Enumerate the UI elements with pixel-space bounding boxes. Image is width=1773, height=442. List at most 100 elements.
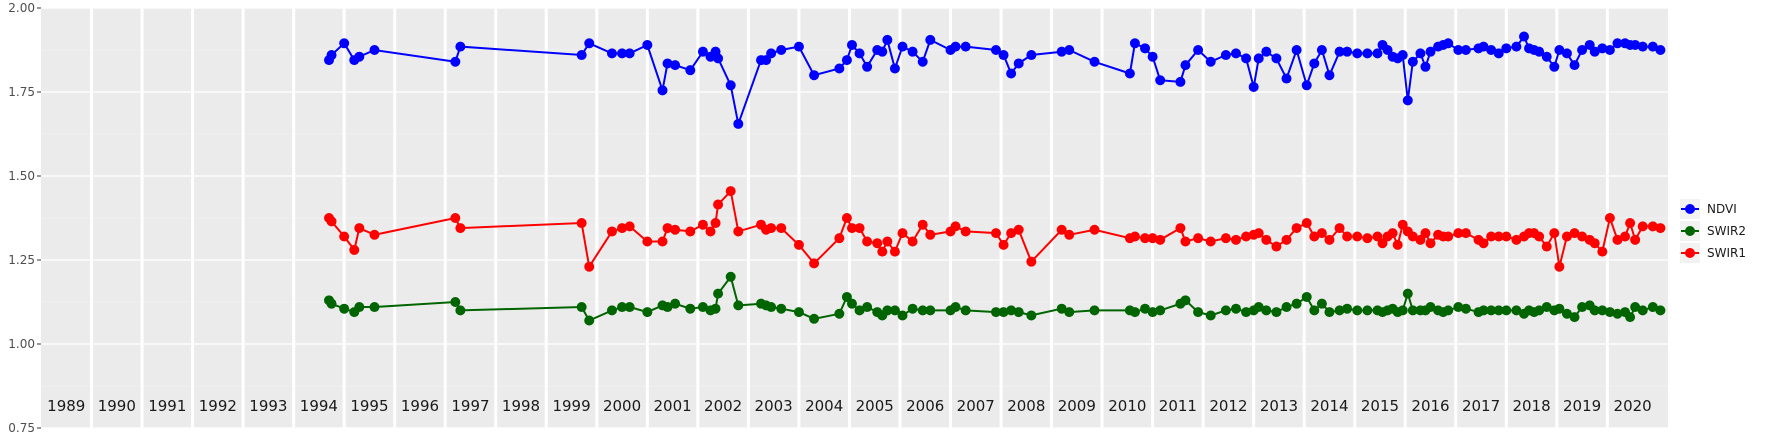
data-point xyxy=(1241,231,1252,242)
data-point xyxy=(1443,231,1454,242)
data-point xyxy=(576,50,587,61)
data-point xyxy=(793,307,804,318)
data-point xyxy=(1612,308,1623,319)
legend-label: SWIR2 xyxy=(1707,224,1746,238)
legend-item-swir2: SWIR2 xyxy=(1680,221,1746,241)
data-point xyxy=(1261,234,1272,245)
data-point xyxy=(872,238,883,249)
data-point xyxy=(950,41,961,52)
data-point xyxy=(776,223,787,234)
data-point xyxy=(1140,233,1151,244)
data-point xyxy=(925,305,936,316)
data-point xyxy=(685,303,696,314)
data-point xyxy=(685,65,696,76)
data-point xyxy=(1334,46,1345,57)
data-point xyxy=(1147,51,1158,62)
data-point xyxy=(1569,312,1580,323)
data-point xyxy=(1291,223,1302,234)
data-point xyxy=(584,315,595,326)
data-point xyxy=(793,41,804,52)
data-point xyxy=(1316,298,1327,309)
data-point xyxy=(725,80,736,91)
data-point xyxy=(1026,310,1037,321)
data-point xyxy=(1253,302,1264,313)
data-point xyxy=(1534,46,1545,57)
data-point xyxy=(1220,305,1231,316)
data-point xyxy=(1589,238,1600,249)
data-point xyxy=(809,70,820,81)
data-point xyxy=(1155,75,1166,86)
data-point xyxy=(455,223,466,234)
data-point xyxy=(1324,234,1335,245)
data-point xyxy=(1561,308,1572,319)
data-point xyxy=(1140,43,1151,54)
data-point xyxy=(1205,236,1216,247)
data-point xyxy=(834,308,845,319)
data-point xyxy=(1478,41,1489,52)
data-point xyxy=(925,229,936,240)
year-label: 1995 xyxy=(350,397,388,415)
data-point xyxy=(766,48,777,59)
data-point xyxy=(1129,231,1140,242)
data-point xyxy=(725,186,736,197)
data-point xyxy=(713,288,724,299)
data-point xyxy=(1006,68,1017,79)
year-labels: 1989 1990 1991 1992 1993 1994 1995 1996 1997 1998… xyxy=(47,397,1652,415)
data-point xyxy=(1352,231,1363,242)
data-point xyxy=(1056,224,1067,235)
data-point xyxy=(990,228,1001,239)
year-label: 2006 xyxy=(906,397,944,415)
data-point xyxy=(1342,303,1353,314)
data-point xyxy=(1241,307,1252,318)
year-label: 1992 xyxy=(199,397,237,415)
year-label: 1998 xyxy=(502,397,540,415)
year-label: 2010 xyxy=(1108,397,1146,415)
data-point xyxy=(766,223,777,234)
legend-key-marker xyxy=(1685,226,1695,236)
data-point xyxy=(1193,45,1204,55)
data-point xyxy=(1334,223,1345,234)
data-point xyxy=(1655,223,1666,234)
data-point xyxy=(1597,305,1608,316)
data-point xyxy=(841,213,852,223)
data-point xyxy=(889,63,900,74)
data-point xyxy=(925,34,936,45)
data-point xyxy=(1342,46,1353,57)
data-point xyxy=(1425,302,1436,313)
data-point xyxy=(705,226,716,237)
data-point xyxy=(1501,231,1512,242)
data-point xyxy=(1261,305,1272,316)
data-point xyxy=(1478,305,1489,316)
data-point xyxy=(1453,302,1464,313)
data-point xyxy=(1420,228,1431,239)
data-point xyxy=(877,46,888,57)
data-point xyxy=(960,226,971,237)
data-point xyxy=(1089,305,1100,316)
year-label: 2004 xyxy=(805,397,843,415)
data-point xyxy=(1013,224,1024,235)
data-point xyxy=(1124,68,1135,79)
data-point xyxy=(917,219,928,230)
legend-item-swir1: SWIR1 xyxy=(1680,243,1746,263)
data-point xyxy=(339,38,350,49)
data-point xyxy=(1301,80,1312,91)
data-point xyxy=(897,310,908,321)
data-point xyxy=(1486,305,1497,316)
data-point xyxy=(1064,229,1075,240)
data-point xyxy=(606,305,617,316)
data-point xyxy=(998,50,1009,61)
y-tick-label: 1.00 xyxy=(8,337,35,351)
data-point xyxy=(1637,305,1648,316)
data-point xyxy=(1511,41,1522,52)
data-point xyxy=(1397,305,1408,316)
data-point xyxy=(1518,31,1529,42)
data-series xyxy=(324,31,1666,326)
data-point xyxy=(1443,38,1454,49)
data-point xyxy=(1415,48,1426,59)
data-point xyxy=(1155,305,1166,316)
data-point xyxy=(776,45,787,55)
data-point xyxy=(697,46,708,57)
data-point xyxy=(1397,50,1408,61)
data-point xyxy=(1205,56,1216,67)
data-point xyxy=(1324,70,1335,81)
